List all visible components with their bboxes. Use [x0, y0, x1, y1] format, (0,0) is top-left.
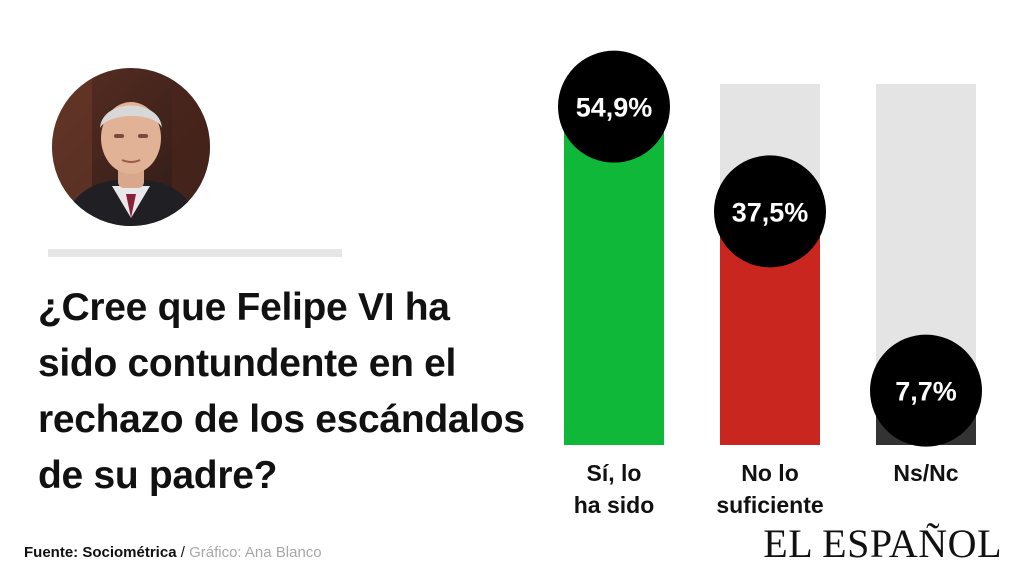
category-label-no: No lo suficiente [716, 460, 823, 518]
brand-logo: EL ESPAÑOL [763, 521, 1002, 566]
bar-chart: 54,9% Sí, lo ha sido 37,5% No lo suficiente 7,… [558, 50, 982, 518]
value-label-si: 54,9% [576, 93, 653, 123]
category-label-si: Sí, lo ha sido [574, 460, 655, 518]
question-heading: ¿Cree que Felipe VI ha sido contundente … [38, 286, 525, 497]
value-badge-nsnc [870, 334, 982, 447]
value-label-no: 37,5% [732, 197, 809, 227]
value-badge-no [714, 155, 826, 268]
portrait-photo [52, 68, 210, 226]
source-label: Fuente: Sociométrica [24, 544, 177, 561]
portrait-icon [52, 68, 210, 226]
divider [48, 249, 342, 257]
source-line: Fuente: Sociométrica / Gráfico: Ana Blan… [24, 544, 322, 561]
source-separator: / [176, 544, 190, 561]
value-label-nsnc: 7,7% [895, 377, 957, 407]
category-label-nsnc: Ns/Nc [893, 460, 958, 486]
credit-label: Gráfico: Ana Blanco [189, 544, 322, 561]
bar-si [564, 114, 664, 445]
value-badge-si [558, 50, 670, 163]
